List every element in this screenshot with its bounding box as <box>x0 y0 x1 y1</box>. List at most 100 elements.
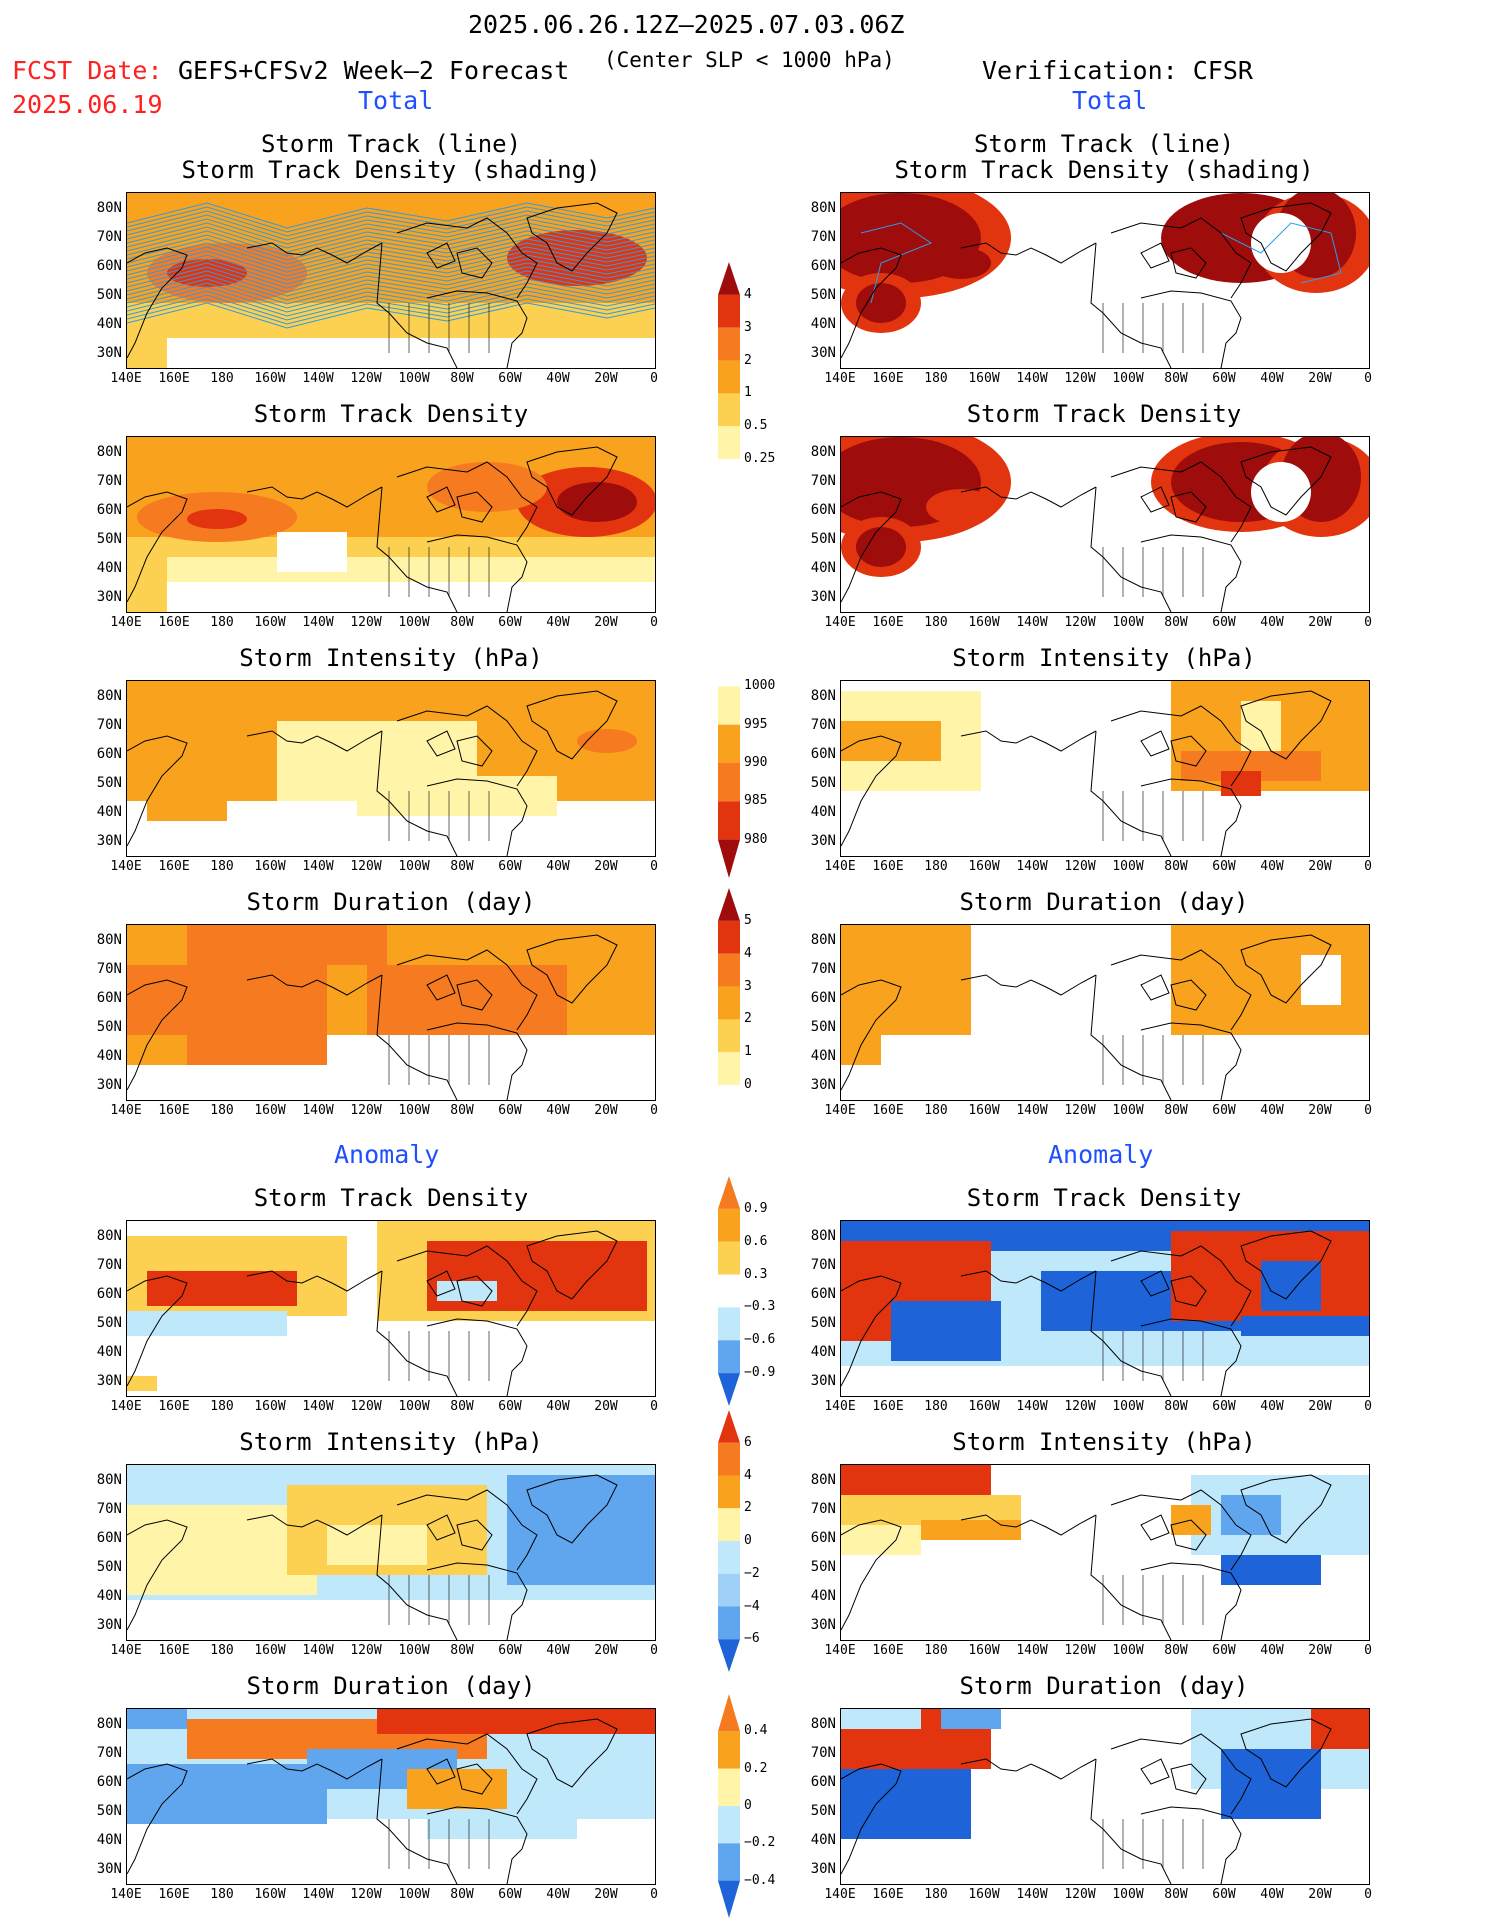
shaded-region <box>841 721 941 761</box>
x-tick-label: 40W <box>546 859 570 874</box>
colorbar-segment <box>718 1768 740 1806</box>
colorbar-label: −0.6 <box>744 1332 776 1348</box>
coastline <box>1240 1474 1332 1544</box>
shaded-region <box>926 489 996 525</box>
y-tick-label: 30N <box>810 1373 836 1389</box>
x-tick-label: 140E <box>110 615 142 630</box>
x-tick-label: 100W <box>398 371 430 386</box>
y-tick-label: 60N <box>96 990 122 1006</box>
shaded-region <box>377 1709 655 1734</box>
coastline <box>127 735 188 847</box>
y-tick-label: 50N <box>96 775 122 791</box>
colorbar-segment <box>718 1274 740 1308</box>
y-tick-label: 50N <box>810 1559 836 1575</box>
y-tick-label: 80N <box>810 1716 836 1732</box>
coastline <box>246 1270 383 1292</box>
x-tick-label: 120W <box>350 1399 382 1414</box>
coastline <box>426 730 456 757</box>
y-tick-label: 70N <box>810 1745 836 1761</box>
coastline <box>127 1275 188 1387</box>
storm-track-line <box>127 234 655 261</box>
coastline <box>426 974 456 1001</box>
title-density-left: Storm Track Density <box>253 400 529 428</box>
y-tick-label: 50N <box>810 1315 836 1331</box>
x-tick-label: 0 <box>650 371 658 386</box>
coastline <box>1240 446 1332 516</box>
x-tick-label: 180 <box>210 1643 234 1658</box>
storm-track-line <box>127 294 655 321</box>
map-intensity-forecast <box>126 680 656 857</box>
x-tick-label: 20W <box>594 615 618 630</box>
coastline <box>1170 1275 1207 1307</box>
y-tick-label: 80N <box>96 1716 122 1732</box>
coastline <box>841 735 902 847</box>
x-tick-label: 140E <box>824 1399 856 1414</box>
coastline <box>960 730 1097 752</box>
colorbar-label: 0 <box>744 1077 752 1093</box>
x-tick-label: 160E <box>872 371 904 386</box>
x-tick-label: 160E <box>872 1399 904 1414</box>
y-tick-label: 40N <box>810 1588 836 1604</box>
x-tick-label: 80W <box>1164 615 1188 630</box>
x-tick-label: 120W <box>1064 1643 1096 1658</box>
y-tick-label: 60N <box>96 1286 122 1302</box>
colorbar-label: 0.25 <box>744 451 776 467</box>
y-tick-label: 40N <box>96 1832 122 1848</box>
x-tick-label: 80W <box>450 1103 474 1118</box>
shaded-region <box>1221 1555 1321 1585</box>
shaded-region <box>127 338 167 368</box>
coastline <box>376 730 458 856</box>
x-tick-label: 40W <box>1260 1887 1284 1902</box>
fcst-date-label: FCST Date: <box>12 56 163 85</box>
coastline <box>426 1270 456 1297</box>
colorbar-cap <box>718 1176 740 1209</box>
colorbar-segment <box>718 294 740 328</box>
x-tick-label: 100W <box>1112 371 1144 386</box>
x-tick-label: 160E <box>158 1399 190 1414</box>
shaded-region <box>841 925 971 1035</box>
x-tick-label: 80W <box>450 1643 474 1658</box>
x-tick-label: 180 <box>924 1887 948 1902</box>
y-tick-label: 80N <box>96 688 122 704</box>
shaded-region <box>921 1520 1021 1540</box>
storm-track-line <box>127 210 655 237</box>
x-tick-label: 20W <box>1308 371 1332 386</box>
x-tick-label: 0 <box>650 1643 658 1658</box>
product-name: GEFS+CFSv2 Week–2 Forecast <box>178 56 570 85</box>
y-tick-label: 70N <box>96 1745 122 1761</box>
x-tick-label: 160W <box>254 1103 286 1118</box>
coastline <box>426 290 528 368</box>
x-tick-label: 60W <box>498 615 522 630</box>
colorbar-segment <box>718 1541 740 1574</box>
coastline <box>376 1270 458 1396</box>
x-tick-label: 20W <box>1308 1399 1332 1414</box>
x-tick-label: 100W <box>398 1643 430 1658</box>
x-tick-label: 140W <box>1016 1643 1048 1658</box>
x-tick-label: 0 <box>650 1399 658 1414</box>
storm-track-line <box>127 226 655 253</box>
shaded-region <box>147 801 227 821</box>
coastline <box>1140 1562 1242 1640</box>
x-tick-label: 120W <box>1064 1103 1096 1118</box>
y-tick-label: 50N <box>810 1803 836 1819</box>
x-tick-label: 160W <box>968 1103 1000 1118</box>
shaded-region <box>856 527 906 567</box>
x-tick-label: 140E <box>824 859 856 874</box>
x-tick-label: 140W <box>302 1399 334 1414</box>
x-tick-label: 140W <box>302 615 334 630</box>
x-tick-label: 160E <box>872 615 904 630</box>
x-tick-label: 140W <box>1016 371 1048 386</box>
y-tick-label: 30N <box>96 345 122 361</box>
y-tick-label: 50N <box>96 1019 122 1035</box>
shaded-region <box>1261 1261 1321 1311</box>
y-tick-label: 60N <box>810 990 836 1006</box>
coastline <box>1090 974 1172 1100</box>
subtitle-track-left: Storm Track Density (shading) <box>181 156 601 184</box>
coastline <box>1170 1519 1207 1551</box>
coastline <box>1140 1022 1242 1100</box>
y-tick-label: 80N <box>96 1472 122 1488</box>
y-tick-label: 50N <box>96 1315 122 1331</box>
coastline <box>1140 1758 1170 1785</box>
coastline <box>526 446 618 516</box>
section-anomaly-right: Anomaly <box>1048 1140 1154 1169</box>
